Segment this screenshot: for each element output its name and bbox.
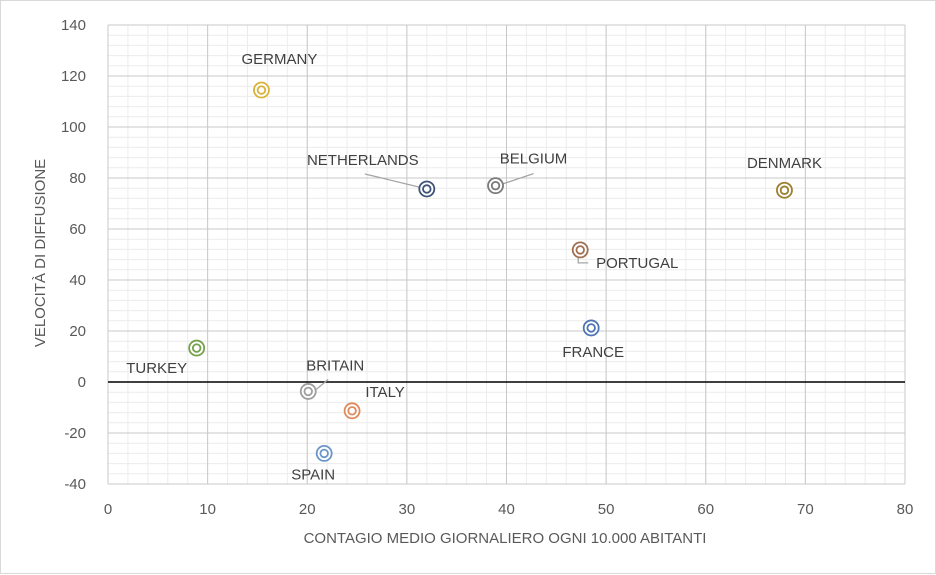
x-tick-label: 0 <box>104 501 112 518</box>
y-axis-ticks: -40 -20 0 20 40 60 80 100 120 140 <box>61 17 86 493</box>
point-labels: GERMANY NETHERLANDS BELGIUM DENMARK PORTUGAL… <box>126 51 822 483</box>
leader-line <box>315 378 329 390</box>
x-axis-ticks: 0 10 20 30 40 50 60 70 80 <box>104 501 914 518</box>
point-inner-ring <box>347 406 357 416</box>
x-axis-title: CONTAGIO MEDIO GIORNALIERO OGNI 10.000 A… <box>304 530 707 547</box>
y-tick-label: 120 <box>61 68 86 85</box>
point-inner-ring <box>575 245 585 255</box>
leader-line <box>503 173 534 185</box>
point-label-turkey: TURKEY <box>126 360 187 377</box>
point-portugal <box>571 241 589 259</box>
point-inner-ring <box>490 180 501 191</box>
point-inner-ring <box>191 343 202 353</box>
point-spain <box>315 444 333 462</box>
point-inner-ring <box>779 185 790 195</box>
point-inner-ring <box>586 323 596 333</box>
leader-line <box>364 173 419 188</box>
point-label-denmark: DENMARK <box>747 155 822 172</box>
x-tick-label: 50 <box>598 501 615 518</box>
point-britain <box>299 383 317 400</box>
point-label-britain: BRITAIN <box>306 357 364 374</box>
point-turkey <box>188 339 206 357</box>
point-label-portugal: PORTUGAL <box>596 255 678 272</box>
point-denmark <box>776 181 793 199</box>
point-inner-ring <box>319 448 329 459</box>
point-label-germany: GERMANY <box>242 51 318 68</box>
point-inner-ring <box>256 85 267 95</box>
x-tick-label: 80 <box>897 501 914 518</box>
y-tick-label: 40 <box>69 272 86 289</box>
y-axis-title: VELOCITÀ DI DIFFUSIONE <box>32 159 49 347</box>
point-label-belgium: BELGIUM <box>500 151 568 168</box>
x-tick-label: 10 <box>199 501 216 518</box>
y-tick-label: 140 <box>61 17 86 34</box>
y-tick-label: 80 <box>69 170 86 187</box>
leader-line <box>577 255 589 264</box>
point-label-netherlands: NETHERLANDS <box>307 152 419 169</box>
y-tick-label: -20 <box>64 425 86 442</box>
point-inner-ring <box>303 386 313 397</box>
x-tick-label: 30 <box>399 501 416 518</box>
x-tick-label: 20 <box>299 501 316 518</box>
point-belgium <box>487 177 504 195</box>
point-italy <box>343 402 361 420</box>
point-label-italy: ITALY <box>365 384 404 401</box>
data-points <box>188 81 793 462</box>
y-tick-label: 0 <box>78 374 86 391</box>
point-label-spain: SPAIN <box>291 466 335 483</box>
point-label-france: FRANCE <box>562 344 624 361</box>
x-tick-label: 60 <box>697 501 714 518</box>
y-tick-label: 60 <box>69 221 86 238</box>
point-france <box>582 319 600 337</box>
label-leader-lines <box>315 173 589 390</box>
x-tick-label: 70 <box>797 501 814 518</box>
y-tick-label: 100 <box>61 119 86 136</box>
point-netherlands <box>418 180 436 198</box>
y-tick-label: 20 <box>69 323 86 340</box>
point-germany <box>253 81 270 99</box>
x-tick-label: 40 <box>498 501 515 518</box>
point-inner-ring <box>422 184 432 194</box>
y-tick-label: -40 <box>64 476 86 493</box>
